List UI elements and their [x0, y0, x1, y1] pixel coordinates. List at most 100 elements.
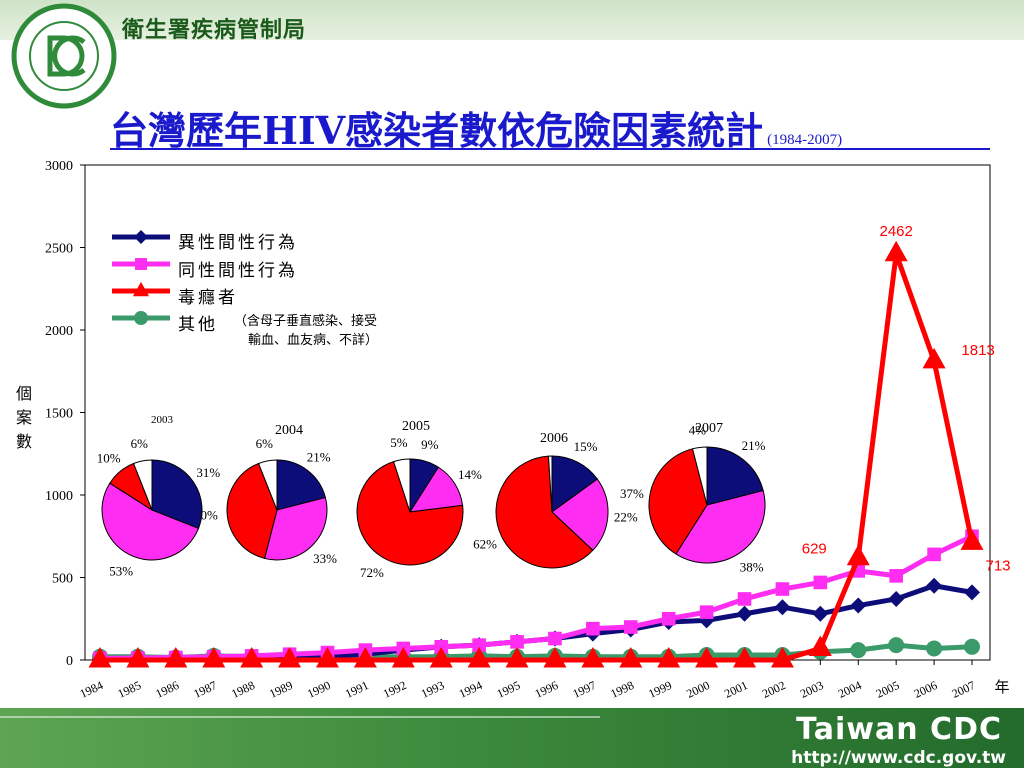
y-tick-label: 1500 — [45, 407, 73, 422]
data-point-drug — [391, 647, 415, 668]
footer-brand: Taiwan CDC — [796, 712, 1002, 747]
pie-slice-label: 31% — [196, 465, 220, 480]
data-label: 713 — [985, 557, 1010, 574]
x-tick-label: 2002 — [760, 678, 788, 701]
x-tick-label: 1995 — [495, 678, 523, 701]
pie-slice-label: 10% — [97, 451, 121, 466]
x-tick-label: 1987 — [191, 678, 219, 701]
pie-slice-label: 37% — [620, 486, 644, 501]
x-tick-label: 1985 — [116, 678, 144, 701]
x-tick-label: 2000 — [684, 678, 712, 701]
pie-slice-label: 6% — [256, 436, 274, 451]
data-point-other — [926, 640, 943, 657]
data-point-hetero — [888, 590, 905, 607]
legend-label-homo: 同性間性行為 — [178, 261, 298, 281]
pie-slice-drug — [495, 455, 594, 569]
x-tick-label: 2004 — [836, 678, 864, 701]
data-point-drug — [960, 529, 984, 550]
pie-slice-label: 22% — [614, 510, 638, 525]
pie-slice-label: 53% — [109, 564, 133, 579]
data-point-homo — [699, 605, 714, 619]
legend-label-hetero: 異性間性行為 — [178, 233, 298, 253]
x-tick-label: 1989 — [267, 678, 295, 701]
data-point-hetero — [812, 605, 829, 622]
legend-label-drug: 毒癮者 — [178, 288, 238, 308]
data-label: 1813 — [961, 342, 994, 359]
pie-year-label: 2004 — [275, 423, 303, 438]
data-point-homo — [548, 631, 562, 646]
data-point-drug — [240, 647, 264, 668]
title-sub: (1984-2007) — [767, 132, 843, 148]
legend-marker-other — [134, 311, 148, 325]
data-point-drug — [619, 647, 643, 668]
x-tick-label: 2007 — [950, 678, 978, 701]
x-tick-label: 1993 — [419, 678, 447, 701]
cdc-logo — [11, 3, 117, 109]
y-tick-label: 500 — [52, 572, 73, 587]
pie-year-label: 2007 — [695, 421, 723, 436]
legend-marker-drug — [132, 281, 150, 297]
footer-bar: Taiwan CDC http://www.cdc.gov.tw — [0, 708, 1024, 768]
pie-year-label: 2003 — [151, 414, 174, 426]
pie-slice-label: 9% — [421, 437, 439, 452]
x-tick-label: 1990 — [305, 678, 333, 701]
footer-stripe — [0, 716, 600, 722]
data-point-drug — [505, 647, 529, 668]
x-tick-label: 1984 — [78, 678, 106, 701]
x-tick-label: 1999 — [646, 678, 674, 701]
data-point-homo — [510, 635, 524, 649]
data-point-homo — [623, 620, 638, 634]
data-point-drug — [467, 647, 491, 668]
data-point-drug — [202, 647, 226, 668]
pie-slice-homo — [675, 489, 766, 564]
pie-slice-label: 33% — [313, 551, 337, 566]
y-tick-label: 2000 — [45, 324, 73, 339]
pie-slice-label: 62% — [473, 537, 497, 552]
data-point-hetero — [964, 584, 980, 601]
pie-slice-other — [132, 459, 153, 511]
data-point-drug — [657, 647, 681, 668]
data-point-other — [888, 637, 905, 654]
data-point-homo — [586, 621, 600, 636]
x-tick-label: 1998 — [608, 678, 636, 701]
x-tick-label: 2003 — [798, 678, 826, 701]
pie-slice-drug — [226, 462, 278, 560]
data-point-drug — [126, 647, 150, 668]
y-axis-label: 個案數 — [15, 384, 32, 451]
data-point-homo — [927, 547, 941, 562]
pie-slice-label: 5% — [390, 435, 408, 450]
x-tick-label: 2006 — [912, 678, 940, 701]
data-point-drug — [808, 635, 832, 656]
pie-slice-label: 4% — [689, 423, 707, 438]
org-name: 衛生署疾病管制局 — [122, 18, 307, 43]
data-label: 629 — [802, 541, 827, 558]
data-point-homo — [472, 638, 486, 652]
data-label: 2462 — [879, 223, 912, 240]
x-tick-label: 1994 — [457, 678, 485, 701]
legend-note-line2: 輸血、血友病、不詳） — [248, 333, 379, 348]
pie-slice-homo — [101, 482, 200, 561]
title-underline — [110, 148, 990, 150]
data-point-hetero — [850, 597, 867, 614]
series-line-drug — [100, 251, 975, 663]
pie-slice-label: 15% — [574, 439, 598, 454]
pie-slice-hetero — [276, 459, 327, 511]
data-point-drug — [278, 647, 302, 668]
pie-slice-other — [691, 446, 708, 506]
data-point-drug — [733, 647, 757, 668]
data-point-homo — [737, 592, 752, 606]
x-tick-label: 1988 — [229, 678, 257, 701]
legend-marker-hetero — [134, 230, 148, 244]
data-point-drug — [581, 647, 605, 668]
data-point-drug — [846, 544, 870, 566]
data-point-drug — [315, 647, 339, 668]
data-point-hetero — [774, 599, 791, 616]
legend-label-other: 其他 — [178, 315, 218, 335]
x-tick-label: 2005 — [874, 678, 902, 701]
pie-slice-label: 14% — [458, 467, 482, 482]
data-point-drug — [429, 647, 453, 668]
x-axis-label: 年 — [994, 678, 1009, 696]
data-point-drug — [922, 347, 946, 369]
pie-slice-other — [392, 458, 411, 513]
data-point-other — [850, 642, 867, 659]
